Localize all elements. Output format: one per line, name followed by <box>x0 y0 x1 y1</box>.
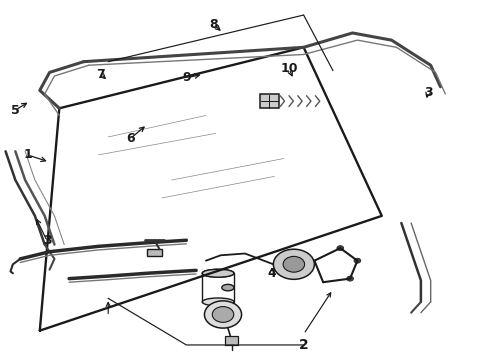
Circle shape <box>354 258 361 263</box>
Bar <box>147 249 162 256</box>
Text: 7: 7 <box>97 68 105 81</box>
Text: 1: 1 <box>23 148 32 161</box>
Ellipse shape <box>222 284 234 291</box>
Text: 3: 3 <box>424 86 433 99</box>
Text: 8: 8 <box>209 18 218 31</box>
Text: 4: 4 <box>268 267 276 280</box>
Text: 10: 10 <box>280 62 298 75</box>
Circle shape <box>283 256 305 272</box>
FancyBboxPatch shape <box>260 94 279 108</box>
Text: 6: 6 <box>126 132 134 145</box>
Ellipse shape <box>202 269 234 277</box>
Bar <box>225 336 238 345</box>
Circle shape <box>212 307 234 322</box>
Circle shape <box>346 276 353 281</box>
Circle shape <box>273 249 315 279</box>
Circle shape <box>204 301 242 328</box>
Text: 3: 3 <box>43 234 51 247</box>
Ellipse shape <box>202 298 234 306</box>
Text: 5: 5 <box>11 104 20 117</box>
Circle shape <box>337 246 343 251</box>
Text: 2: 2 <box>299 338 309 352</box>
Text: 9: 9 <box>182 71 191 84</box>
Ellipse shape <box>202 269 234 277</box>
